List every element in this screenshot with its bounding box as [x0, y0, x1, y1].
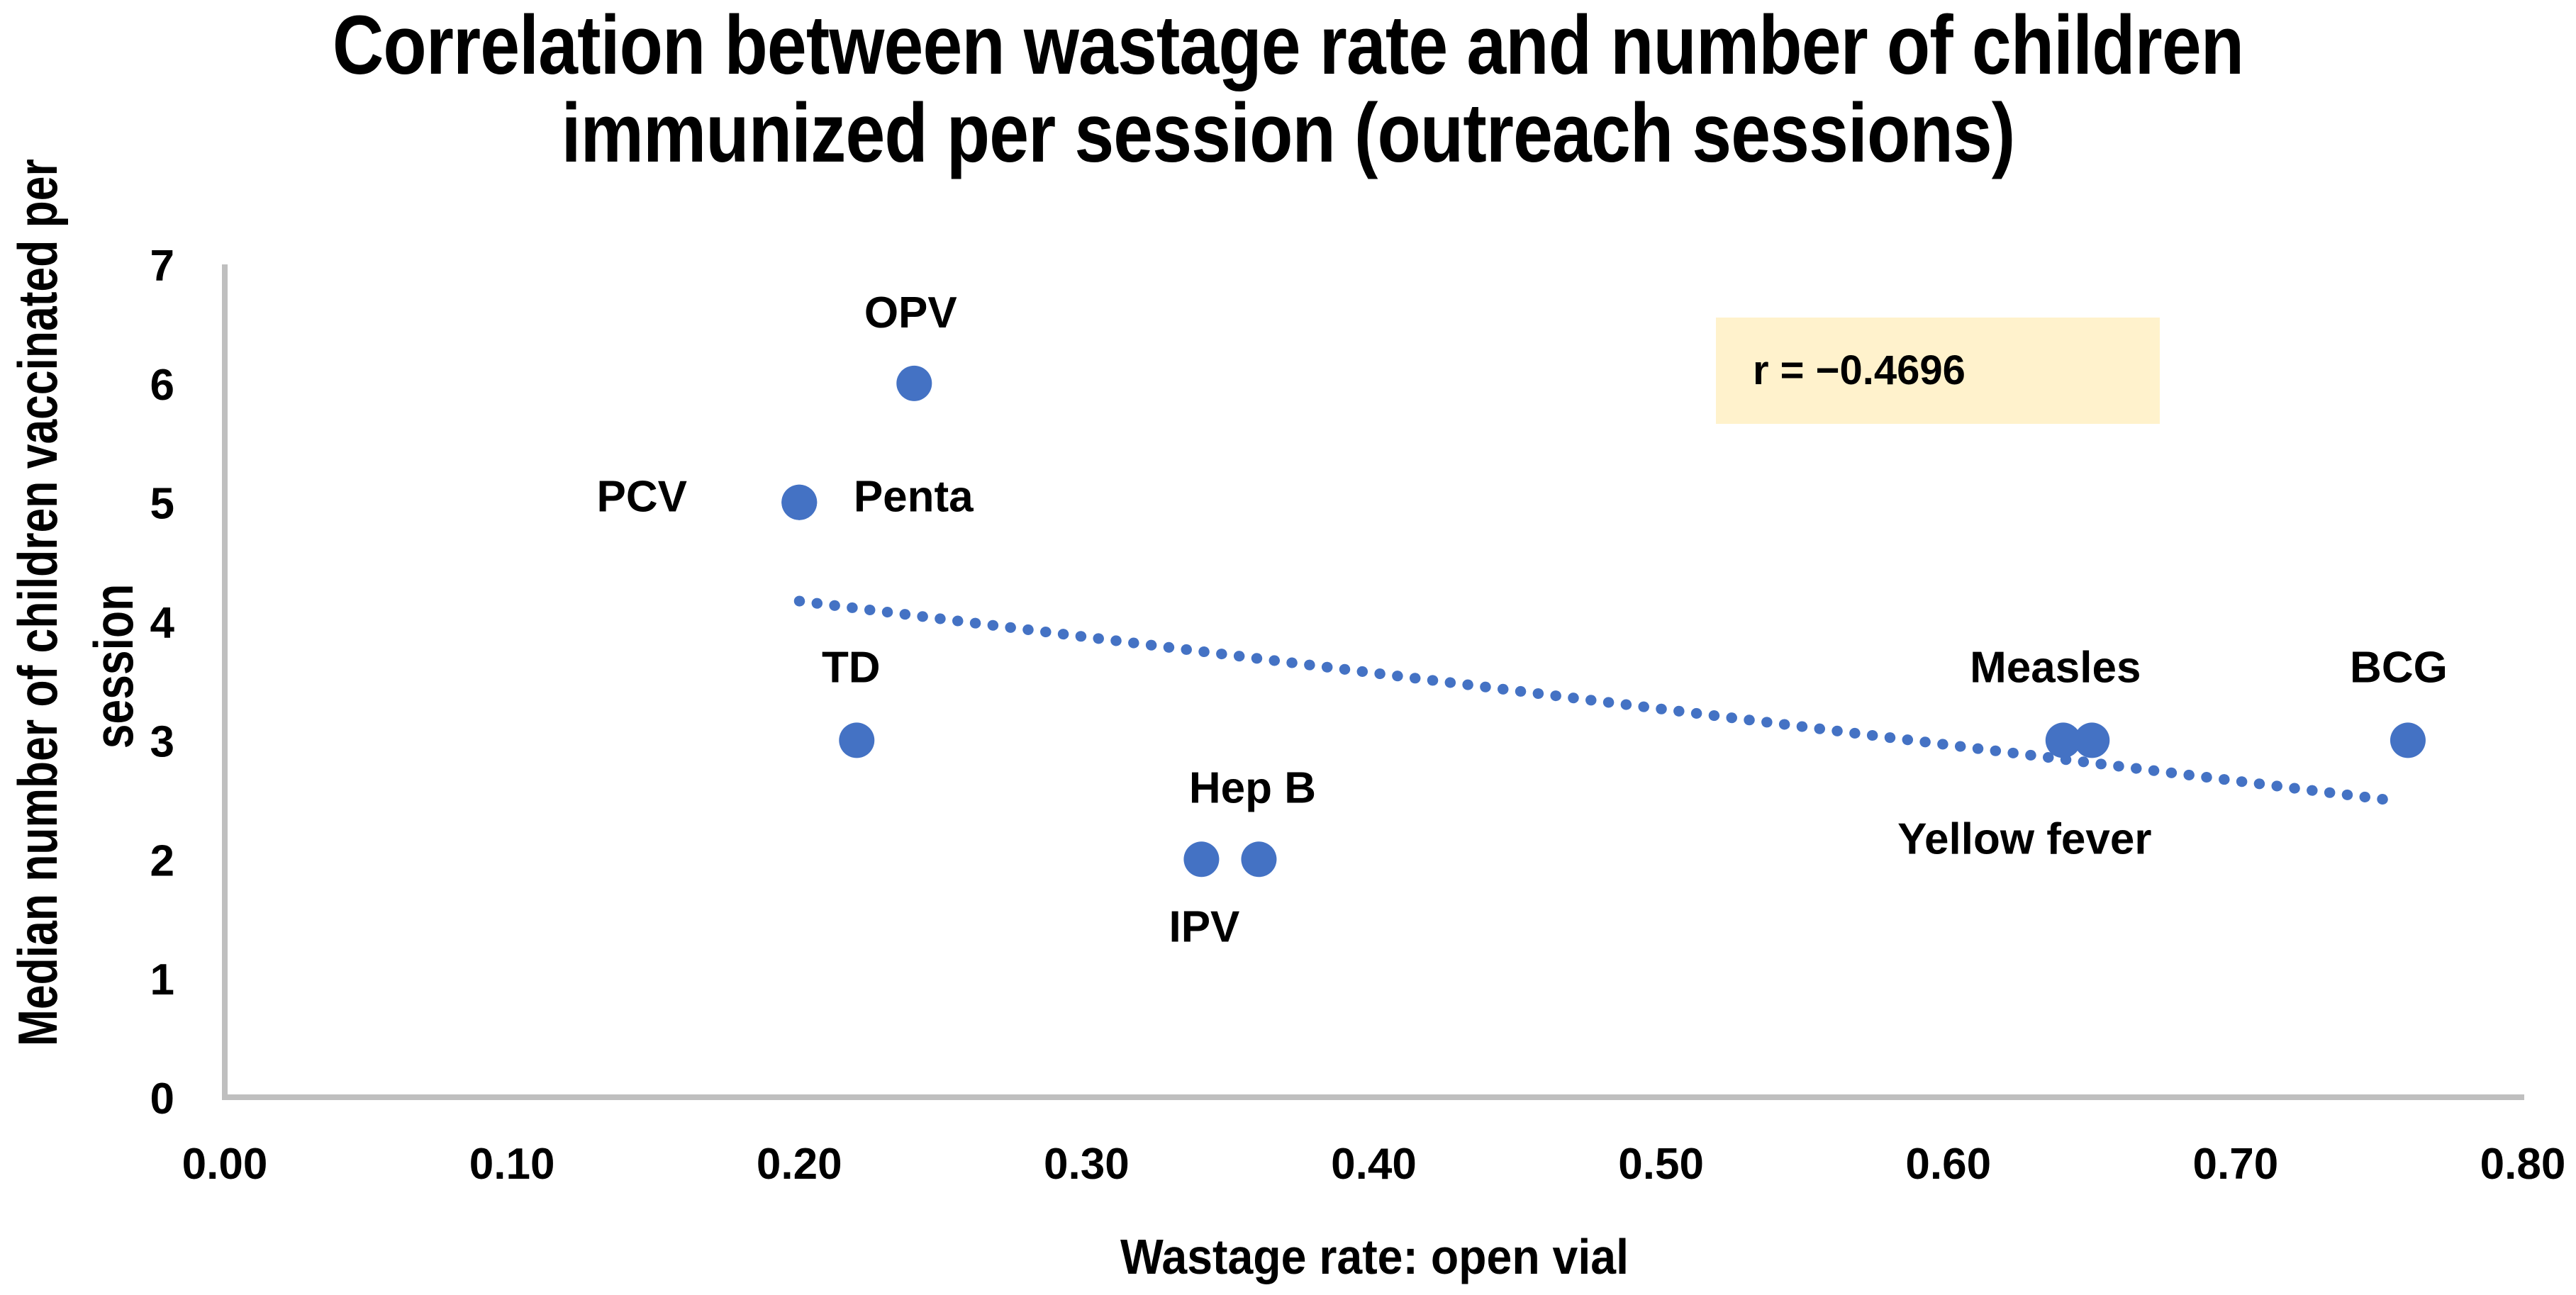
y-tick-label: 5 — [150, 480, 174, 529]
data-point-label-pcv: PCV — [597, 473, 687, 522]
x-tick-label: 0.40 — [1331, 1140, 1417, 1189]
x-tick-label: 0.80 — [2480, 1140, 2566, 1189]
data-point-bcg — [2390, 722, 2426, 758]
y-tick-label: 4 — [150, 599, 175, 648]
data-point-measles — [2045, 722, 2081, 758]
axis-lines — [222, 264, 2524, 1100]
data-point-label-bcg: BCG — [2350, 643, 2448, 692]
data-point-td — [839, 722, 875, 758]
data-point-label-measles: Measles — [1970, 643, 2141, 692]
x-tick-label: 0.70 — [2193, 1140, 2279, 1189]
x-tick-label: 0.60 — [1905, 1140, 1991, 1189]
x-tick-label: 0.50 — [1618, 1140, 1704, 1189]
data-point-yellow-fever — [2074, 722, 2110, 758]
y-tick-label: 0 — [150, 1075, 174, 1123]
correlation-annotation: r = −0.4696 — [1716, 318, 2160, 424]
data-point-label-ipv: IPV — [1169, 902, 1239, 951]
x-tick-label: 0.00 — [182, 1140, 268, 1189]
trendline — [793, 595, 2402, 807]
x-tick-label: 0.10 — [469, 1140, 555, 1189]
y-tick-label: 7 — [150, 242, 174, 291]
y-tick-label: 2 — [150, 836, 174, 885]
data-point-label-hep-b: Hep B — [1189, 763, 1316, 812]
data-point-label-opv: OPV — [864, 288, 957, 337]
data-point-opv — [896, 365, 932, 401]
chart-title: Correlation between wastage rate and num… — [193, 1, 2382, 177]
x-axis-title: Wastage rate: open vial — [1120, 1229, 1629, 1284]
data-point-ipv — [1241, 841, 1277, 878]
x-tick-label: 0.30 — [1044, 1140, 1130, 1189]
data-point-label-yellow-fever: Yellow fever — [1897, 814, 2151, 863]
x-tick-label: 0.20 — [757, 1140, 842, 1189]
data-point-label-td: TD — [822, 643, 881, 692]
y-tick-label: 1 — [150, 955, 174, 1004]
y-tick-label: 6 — [150, 361, 174, 410]
chart-title-line1: Correlation between wastage rate and num… — [332, 0, 2244, 92]
data-point-penta — [781, 484, 818, 520]
chart-title-line2: immunized per session (outreach sessions… — [561, 86, 2016, 180]
data-point-label-penta: Penta — [854, 473, 974, 522]
y-tick-label: 3 — [150, 717, 174, 766]
data-point-hep-b — [1183, 841, 1220, 878]
